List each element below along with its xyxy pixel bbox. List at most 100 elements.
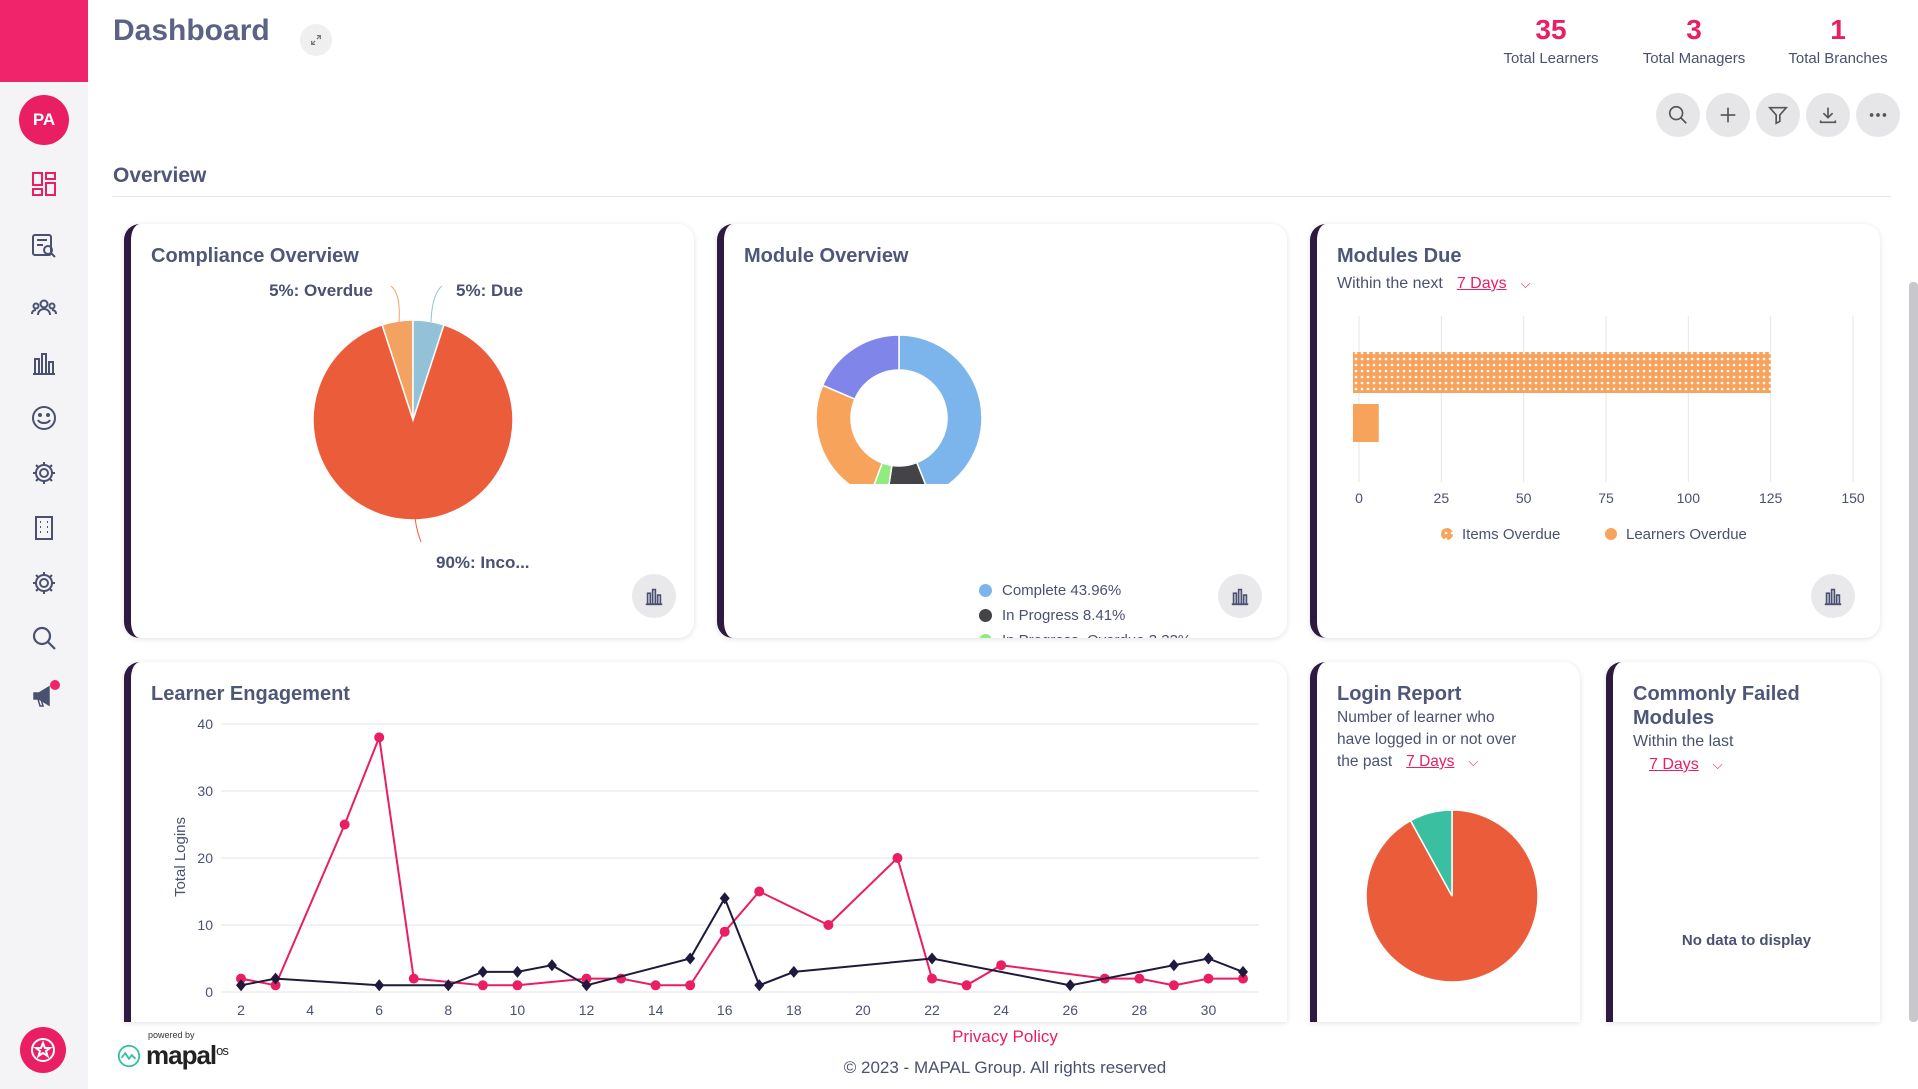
favourites-star-button[interactable] xyxy=(20,1027,66,1073)
announcements-icon[interactable] xyxy=(28,680,60,712)
data-point[interactable] xyxy=(1168,959,1179,972)
data-point[interactable] xyxy=(477,965,488,978)
data-point[interactable] xyxy=(1168,980,1179,991)
pie-slice-incomplete[interactable] xyxy=(312,323,514,521)
smiley-icon[interactable] xyxy=(28,402,60,434)
x-tick-label: 24 xyxy=(993,1002,1009,1018)
chart-type-button[interactable] xyxy=(1218,574,1262,618)
data-point[interactable] xyxy=(270,980,281,991)
series-line-1[interactable] xyxy=(240,733,1243,987)
bar-items-overdue[interactable] xyxy=(1353,352,1771,393)
avatar[interactable]: PA xyxy=(19,95,69,145)
chevron-down-icon[interactable]: ⌵ xyxy=(1468,754,1479,769)
settings-icon[interactable] xyxy=(28,457,60,489)
data-point[interactable] xyxy=(581,979,592,992)
data-point[interactable] xyxy=(1203,952,1214,965)
data-point[interactable] xyxy=(823,920,834,930)
chart-type-button[interactable] xyxy=(1811,574,1855,618)
scrollbar[interactable] xyxy=(1909,282,1918,1022)
data-point[interactable] xyxy=(1065,979,1076,992)
data-point[interactable] xyxy=(512,965,523,978)
legend-learners-overdue[interactable]: Learners Overdue xyxy=(1626,526,1747,543)
data-point[interactable] xyxy=(788,965,799,978)
legend-item-in-progress[interactable]: In Progress 8.41% xyxy=(979,603,1224,628)
data-point[interactable] xyxy=(650,980,661,991)
report-search-icon[interactable] xyxy=(28,230,60,262)
x-tick-label: 4 xyxy=(306,1002,314,1018)
data-point[interactable] xyxy=(1238,973,1248,984)
data-point[interactable] xyxy=(408,973,419,984)
data-point[interactable] xyxy=(236,979,246,992)
analytics-icon[interactable] xyxy=(28,347,60,379)
users-icon[interactable] xyxy=(28,292,60,324)
data-point[interactable] xyxy=(546,959,557,972)
privacy-policy-link[interactable]: Privacy Policy xyxy=(952,1027,1058,1046)
data-point[interactable] xyxy=(477,980,488,991)
data-point[interactable] xyxy=(1134,973,1145,984)
data-point[interactable] xyxy=(927,952,938,965)
add-button[interactable] xyxy=(1706,93,1750,137)
card-title: Compliance Overview xyxy=(151,245,359,267)
data-point[interactable] xyxy=(719,892,730,905)
x-tick-label: 28 xyxy=(1132,1002,1148,1018)
search-icon[interactable] xyxy=(28,622,60,654)
data-point[interactable] xyxy=(236,973,246,984)
pie-slice-complete[interactable] xyxy=(898,334,983,484)
legend-items-overdue[interactable]: Items Overdue xyxy=(1462,526,1560,543)
data-point[interactable] xyxy=(754,979,765,992)
data-point[interactable] xyxy=(1238,965,1248,978)
legend-item-in-progress-overdue[interactable]: In Progress, Overdue 3.33% xyxy=(979,628,1224,638)
data-point[interactable] xyxy=(719,926,730,937)
stat-label: Total Managers xyxy=(1642,50,1746,67)
period-dropdown[interactable]: 7 Days xyxy=(1406,753,1455,770)
chevron-down-icon[interactable]: ⌵ xyxy=(1712,757,1723,772)
data-point[interactable] xyxy=(1203,973,1214,984)
module-donut-chart xyxy=(815,334,983,484)
data-point[interactable] xyxy=(581,973,592,984)
admin-settings-icon[interactable] xyxy=(28,567,60,599)
compliance-overview-card: Compliance Overview 5%: Overdue 5%: Due … xyxy=(124,224,694,638)
y-tick-label: 10 xyxy=(197,917,213,933)
pie-slice-logged-in[interactable] xyxy=(1409,809,1453,897)
data-point[interactable] xyxy=(754,886,765,897)
period-dropdown[interactable]: 7 Days xyxy=(1649,756,1699,773)
label-due: 5%: Due xyxy=(456,281,523,300)
data-point[interactable] xyxy=(996,960,1007,971)
expand-icon[interactable] xyxy=(300,24,332,56)
chart-type-button[interactable] xyxy=(632,574,676,618)
bar-learners-overdue[interactable] xyxy=(1353,404,1379,442)
x-tick-label: 12 xyxy=(579,1002,595,1018)
data-point[interactable] xyxy=(339,819,350,830)
subtitle-text: Within the last xyxy=(1633,733,1734,750)
data-point[interactable] xyxy=(270,972,281,985)
legend-dot xyxy=(979,609,992,622)
data-point[interactable] xyxy=(961,980,972,991)
data-point[interactable] xyxy=(374,732,385,743)
filter-button[interactable] xyxy=(1756,93,1800,137)
data-point[interactable] xyxy=(512,980,523,991)
x-tick-label: 10 xyxy=(510,1002,526,1018)
dashboard-icon[interactable] xyxy=(28,168,60,200)
logo-suffix: os xyxy=(216,1043,229,1058)
module-overview-card: Module Overview Complete 43.96% In Progre… xyxy=(717,224,1287,638)
download-button[interactable] xyxy=(1806,93,1850,137)
data-point[interactable] xyxy=(927,973,938,984)
data-point[interactable] xyxy=(685,952,696,965)
data-point[interactable] xyxy=(892,853,903,863)
card-title: Commonly Failed Modules xyxy=(1633,682,1800,730)
period-dropdown[interactable]: 7 Days xyxy=(1456,275,1507,292)
stat-value: 35 xyxy=(1535,14,1567,45)
building-icon[interactable] xyxy=(28,512,60,544)
x-tick-label: 75 xyxy=(1598,490,1614,506)
x-tick-label: 150 xyxy=(1841,490,1865,506)
data-point[interactable] xyxy=(374,979,385,992)
data-point[interactable] xyxy=(443,979,454,992)
search-button[interactable] xyxy=(1656,93,1700,137)
more-options-button[interactable] xyxy=(1856,93,1900,137)
card-subtitle: Within the last 7 Days ⌵ xyxy=(1633,732,1733,775)
pie-slice-not-yet-started-overdue[interactable] xyxy=(821,334,900,401)
pie-slice-not-yet-started[interactable] xyxy=(815,384,884,484)
data-point[interactable] xyxy=(685,980,696,991)
legend-item-complete[interactable]: Complete 43.96% xyxy=(979,578,1224,603)
chevron-down-icon[interactable]: ⌵ xyxy=(1520,276,1531,291)
